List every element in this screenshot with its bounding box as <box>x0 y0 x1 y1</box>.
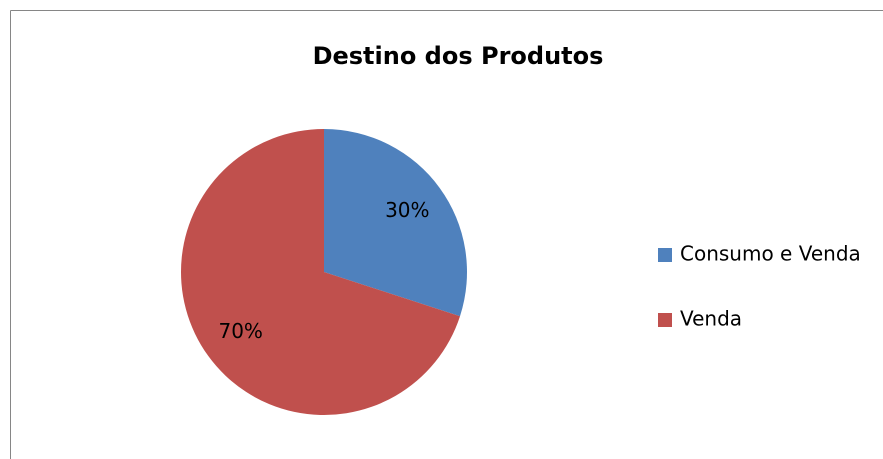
legend-label: Consumo e Venda <box>680 242 861 266</box>
legend-swatch <box>658 248 672 262</box>
pie-slice <box>180 129 461 415</box>
chart-title: Destino dos Produtos <box>313 42 604 70</box>
pie-slice <box>324 129 467 317</box>
legend-swatch <box>658 313 672 327</box>
data-label: 70% <box>218 319 262 343</box>
data-label: 30% <box>385 198 429 222</box>
legend-label: Venda <box>680 307 742 331</box>
